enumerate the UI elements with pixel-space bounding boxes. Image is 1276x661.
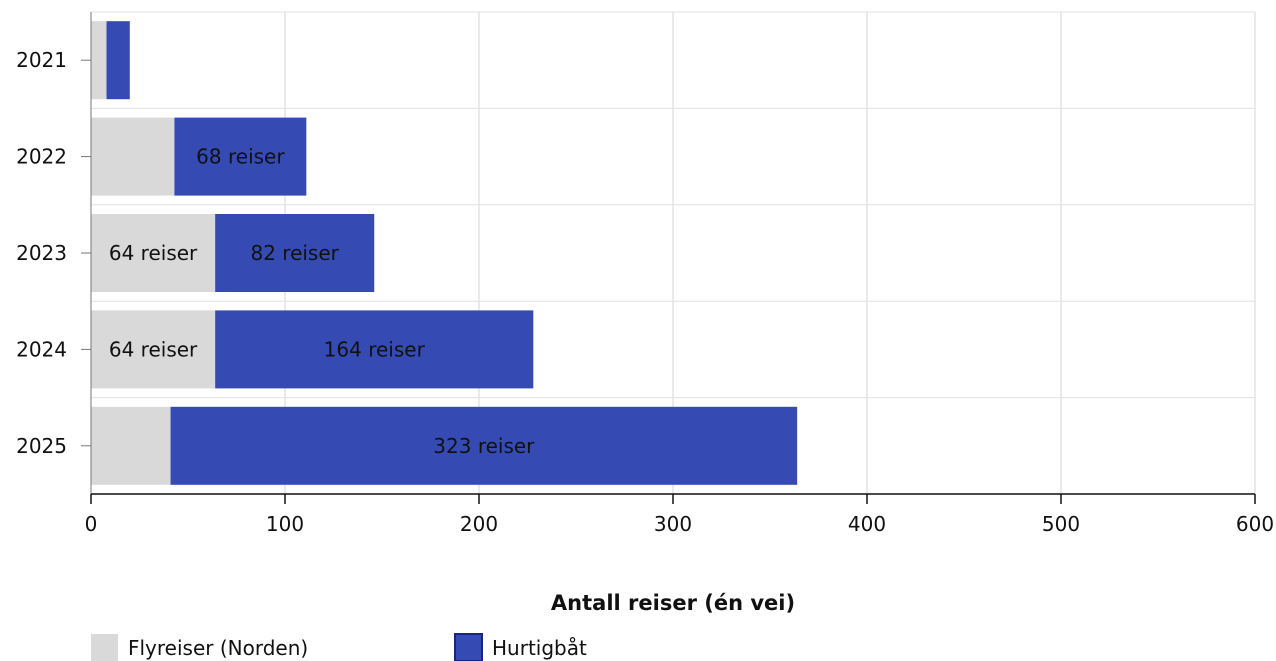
bar-data-label: 64 reiser <box>109 241 198 265</box>
x-tick-label: 100 <box>266 512 304 536</box>
x-tick-label: 500 <box>1042 512 1080 536</box>
bar-flyreiser-2025 <box>91 406 171 485</box>
legend-label: Hurtigbåt <box>492 636 587 660</box>
bar-hurtigbat-2021 <box>106 21 130 100</box>
legend-label: Flyreiser (Norden) <box>128 636 308 660</box>
y-tick-label: 2025 <box>16 434 67 458</box>
x-tick-label: 0 <box>85 512 98 536</box>
legend: Flyreiser (Norden) Hurtigbåt <box>91 633 587 661</box>
chart-grid <box>91 11 1256 494</box>
bar-flyreiser-2024 <box>91 310 216 389</box>
x-tick-label: 300 <box>654 512 692 536</box>
x-axis-title: Antall reiser (én vei) <box>551 591 795 615</box>
x-axis-ticks: 0 100 200 300 400 500 600 <box>85 494 1274 536</box>
y-axis-ticks: 2021 2022 2023 2024 2025 <box>16 48 91 458</box>
bar-data-label: 323 reiser <box>433 434 535 458</box>
bar-hurtigbat-2025 <box>170 406 798 485</box>
bar-data-label: 82 reiser <box>250 241 339 265</box>
bar-flyreiser-2021 <box>91 21 107 100</box>
legend-swatch <box>91 634 118 661</box>
y-tick-label: 2022 <box>16 145 67 169</box>
y-tick-label: 2023 <box>16 241 67 265</box>
bar-data-label: 64 reiser <box>109 337 198 361</box>
bar-data-label: 164 reiser <box>324 337 426 361</box>
bar-hurtigbat-2024 <box>215 310 534 389</box>
y-tick-label: 2021 <box>16 48 67 72</box>
bar-hurtigbat-2022 <box>174 117 307 196</box>
y-tick-label: 2024 <box>16 337 67 361</box>
x-tick-label: 400 <box>848 512 886 536</box>
bar-flyreiser-2023 <box>91 214 216 292</box>
bar-hurtigbat-2023 <box>215 214 375 292</box>
bar-labels: 68 reiser 64 reiser 82 reiser 64 reiser 164 … <box>109 145 535 458</box>
chart-bars <box>91 21 798 485</box>
bar-data-label: 68 reiser <box>196 145 285 169</box>
x-tick-label: 600 <box>1236 512 1274 536</box>
bar-flyreiser-2022 <box>91 117 175 196</box>
legend-swatch <box>454 633 483 661</box>
x-tick-label: 200 <box>460 512 498 536</box>
